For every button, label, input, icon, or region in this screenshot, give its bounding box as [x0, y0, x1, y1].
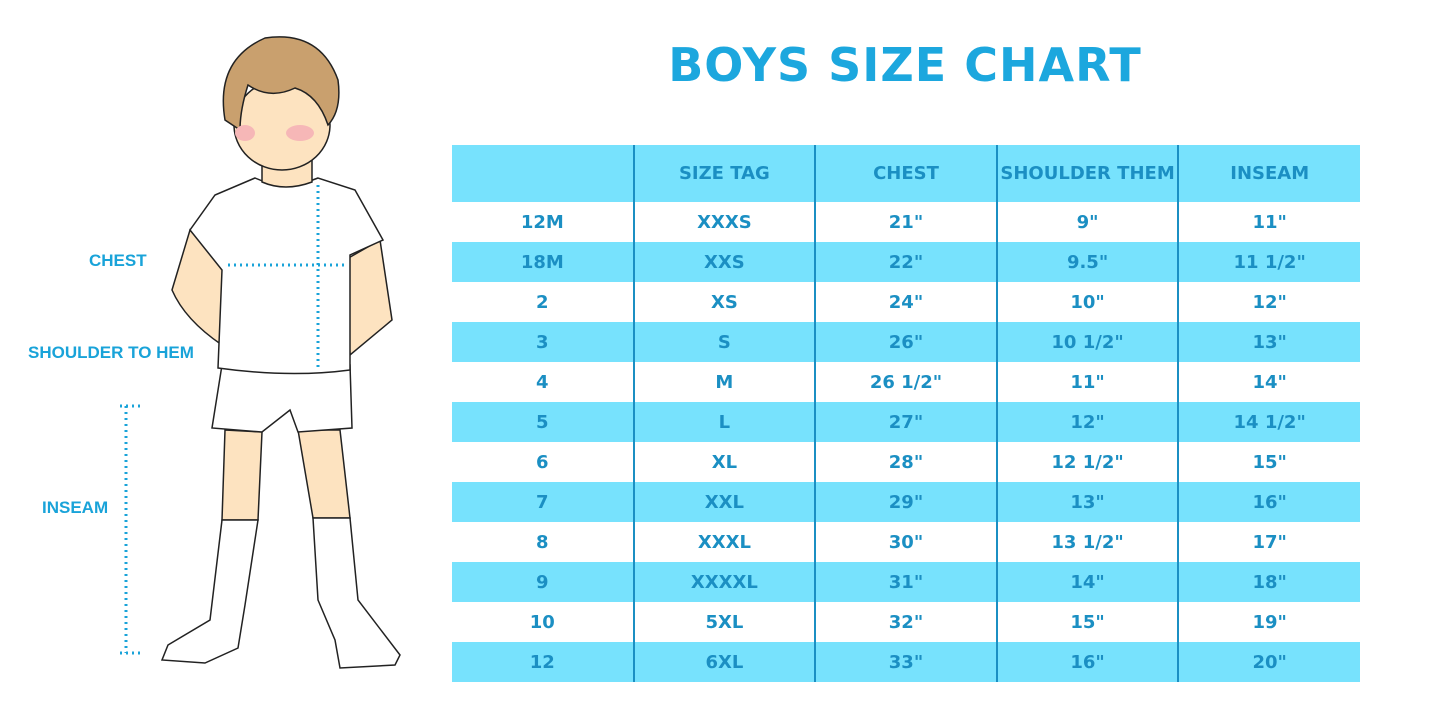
table-row: 9 XXXXL 31" 14" 18" [452, 562, 1360, 602]
shoulder-to-hem-label: SHOULDER TO HEM [28, 343, 194, 362]
table-cell: 6 [536, 451, 549, 473]
table-cell: 3 [536, 331, 549, 353]
table-cell: 10 [529, 611, 555, 633]
table-cell: 18M [520, 251, 564, 273]
table-cell: 29" [814, 482, 997, 522]
table-cell: XL [632, 442, 816, 482]
table-cell: 8 [536, 531, 549, 553]
table-cell: L [632, 402, 816, 442]
table-cell: M [632, 362, 816, 402]
table-cell: 26 1/2" [814, 362, 997, 402]
table-cell: 14" [995, 562, 1179, 602]
page-title: BOYS SIZE CHART [668, 38, 1142, 92]
table-cell: XXXL [632, 522, 816, 562]
chest-label: CHEST [89, 251, 147, 270]
table-row: 10 5XL 32" 15" 19" [452, 602, 1360, 642]
header-cell: CHEST [814, 145, 997, 202]
table-cell: 12" [995, 402, 1179, 442]
table-cell: 19" [1177, 602, 1360, 642]
table-cell: 7 [536, 491, 549, 513]
header-cell: SIZE TAG [632, 145, 816, 202]
table-cell: XXL [632, 482, 816, 522]
table-cell: 11 1/2" [1177, 242, 1360, 282]
table-cell: 20" [1177, 642, 1360, 682]
size-table: SIZE TAG CHEST SHOULDER THEM INSEAM 12M X… [452, 145, 1360, 682]
table-cell: 15" [1177, 442, 1360, 482]
table-row: 4 M 26 1/2" 11" 14" [452, 362, 1360, 402]
table-row: 12 6XL 33" 16" 20" [452, 642, 1360, 682]
table-cell: 12 [529, 651, 555, 673]
table-row: 7 XXL 29" 13" 16" [452, 482, 1360, 522]
table-cell: 26" [814, 322, 997, 362]
table-cell: 21" [814, 202, 997, 242]
table-cell: 11" [995, 362, 1179, 402]
table-cell: 27" [814, 402, 997, 442]
table-row: 8 XXXL 30" 13 1/2" 17" [452, 522, 1360, 562]
table-cell: 11" [1177, 202, 1360, 242]
table-cell: 4 [536, 371, 549, 393]
table-row: 3 S 26" 10 1/2" 13" [452, 322, 1360, 362]
table-cell: XXXXL [632, 562, 816, 602]
table-cell: 2 [536, 291, 549, 313]
table-cell: 13 1/2" [995, 522, 1179, 562]
table-cell: 13" [995, 482, 1179, 522]
header-cell: INSEAM [1177, 145, 1360, 202]
table-cell: 14 1/2" [1177, 402, 1360, 442]
table-cell: 6XL [632, 642, 816, 682]
table-cell: 17" [1177, 522, 1360, 562]
table-cell: 5 [536, 411, 549, 433]
table-cell: 12 1/2" [995, 442, 1179, 482]
table-cell: 9.5" [995, 242, 1179, 282]
table-header-row: SIZE TAG CHEST SHOULDER THEM INSEAM [452, 145, 1360, 202]
table-cell: 33" [814, 642, 997, 682]
table-cell: 9 [536, 571, 549, 593]
table-cell: XXXS [632, 202, 816, 242]
boy-illustration [120, 36, 401, 669]
header-cell [452, 145, 634, 202]
table-cell: 16" [1177, 482, 1360, 522]
table-cell: 22" [814, 242, 997, 282]
table-cell: 12M [520, 211, 564, 233]
table-cell: 31" [814, 562, 997, 602]
table-cell: 30" [814, 522, 997, 562]
table-cell: 14" [1177, 362, 1360, 402]
table-cell: 28" [814, 442, 997, 482]
table-cell: 10 1/2" [995, 322, 1179, 362]
table-cell: 5XL [632, 602, 816, 642]
table-cell: 24" [814, 282, 997, 322]
table-row: 18M XXS 22" 9.5" 11 1/2" [452, 242, 1360, 282]
table-cell: 18" [1177, 562, 1360, 602]
table-row: 2 XS 24" 10" 12" [452, 282, 1360, 322]
table-cell: 12" [1177, 282, 1360, 322]
table-cell: 13" [1177, 322, 1360, 362]
header-cell: SHOULDER THEM [995, 145, 1179, 202]
inseam-label: INSEAM [42, 498, 109, 517]
table-cell: XS [632, 282, 816, 322]
table-cell: 15" [995, 602, 1179, 642]
table-row: 6 XL 28" 12 1/2" 15" [452, 442, 1360, 482]
table-cell: 32" [814, 602, 997, 642]
table-cell: 9" [995, 202, 1179, 242]
table-row: 5 L 27" 12" 14 1/2" [452, 402, 1360, 442]
table-cell: S [632, 322, 816, 362]
table-row: 12M XXXS 21" 9" 11" [452, 202, 1360, 242]
table-cell: 10" [995, 282, 1179, 322]
table-cell: 16" [995, 642, 1179, 682]
table-cell: XXS [632, 242, 816, 282]
